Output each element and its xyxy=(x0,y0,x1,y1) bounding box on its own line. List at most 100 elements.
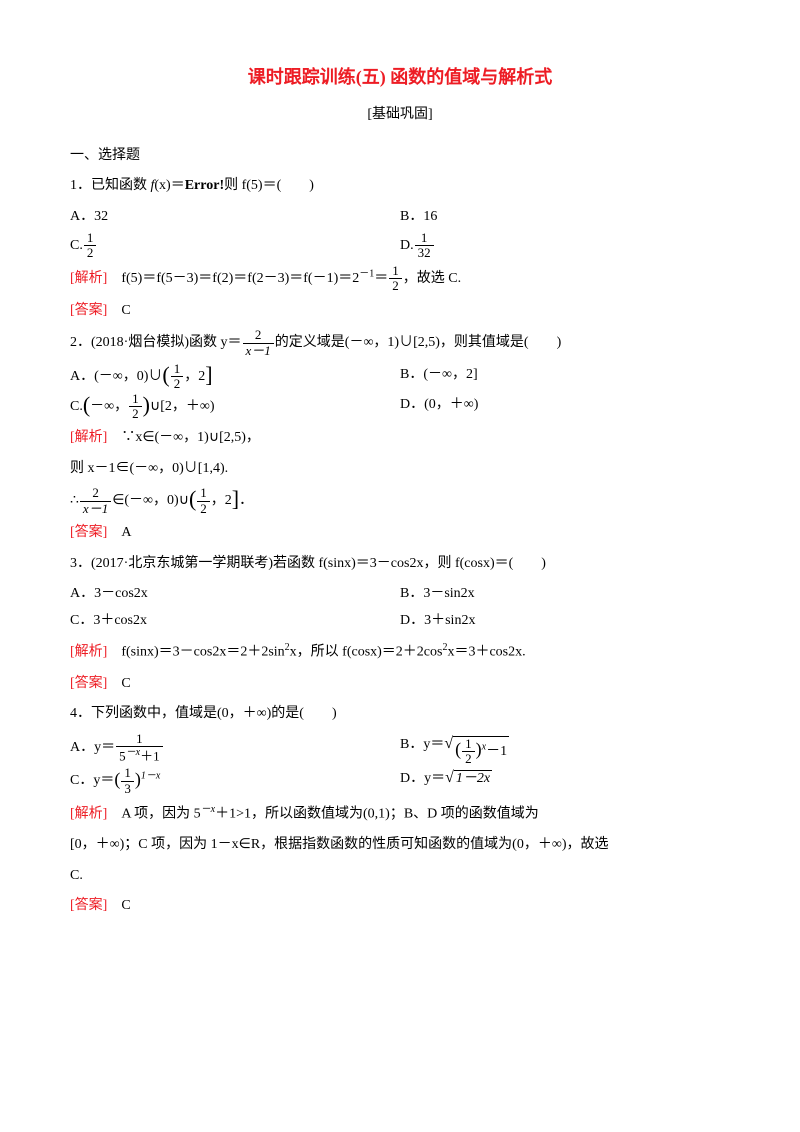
frac: 12 xyxy=(171,362,184,392)
sqrt: √1－2x xyxy=(445,770,492,788)
frac: 12 xyxy=(197,486,210,516)
q2-b: 的定义域是(－∞，1)∪[2,5)，则其值域是( ) xyxy=(275,335,561,350)
analysis-label: [解析] xyxy=(70,807,107,822)
q2-optA: A．(－∞，0)∪(12，2] xyxy=(70,362,400,392)
frac-num: 1 xyxy=(197,486,210,501)
q1-optD-pre: D. xyxy=(400,238,414,253)
q4-ana3: C. xyxy=(70,863,730,890)
q4-optC: C．y＝(13)1－x xyxy=(70,766,400,796)
tail: －1 xyxy=(486,744,507,759)
frac: 13 xyxy=(121,766,134,796)
answer-label: [答案] xyxy=(70,303,107,318)
frac: 2x－1 xyxy=(80,486,111,516)
d-b: ＋1 xyxy=(140,748,160,763)
q1-stem: 1．已知函数 f(x)＝Error!则 f(5)＝( ) xyxy=(70,173,730,200)
q1-answer: [答案] C xyxy=(70,298,730,325)
sqrt: √(12)x－1 xyxy=(444,736,509,767)
q4-stem: 4．下列函数中，值域是(0，＋∞)的是( ) xyxy=(70,701,730,728)
b: ∈(－∞，0)∪ xyxy=(112,493,189,508)
left-paren: ( xyxy=(162,366,169,384)
frac-den: 3 xyxy=(121,782,134,796)
frac-num: 2 xyxy=(243,328,274,343)
q1-optD: D.132 xyxy=(400,231,730,261)
frac-den: 2 xyxy=(197,502,210,516)
q3-stem: 3．(2017·北京东城第一学期联考)若函数 f(sinx)＝3－cos2x，则… xyxy=(70,551,730,578)
answer-label: [答案] xyxy=(70,898,107,913)
q3-answer: [答案] C xyxy=(70,671,730,698)
mid: ，2 xyxy=(211,493,232,508)
q1-optC: C.12 xyxy=(70,231,400,261)
frac-den: 5－x＋1 xyxy=(116,747,162,764)
q1-optD-frac: 132 xyxy=(415,231,434,261)
q1-error: Error! xyxy=(185,178,224,193)
left-paren: ( xyxy=(83,396,90,414)
q2-stem: 2．(2018·烟台模拟)函数 y＝2x－1的定义域是(－∞，1)∪[2,5)，… xyxy=(70,328,730,358)
q4-ana1: [解析] A 项，因为 5－x＋1>1，所以函数值域为(0,1)；B、D 项的函… xyxy=(70,800,730,828)
frac: 12 xyxy=(389,264,402,294)
q1-stem-b: 则 f(5)＝( ) xyxy=(224,178,314,193)
q1-stem-a: 1．已知函数 xyxy=(70,178,151,193)
pre: B．y＝ xyxy=(400,737,444,752)
ans: A xyxy=(107,525,131,540)
frac-den: 32 xyxy=(415,246,434,260)
ans: C xyxy=(107,898,130,913)
q1-optA: A．32 xyxy=(70,204,400,231)
exp: 1－x xyxy=(141,771,160,782)
answer-label: [答案] xyxy=(70,525,107,540)
tail: ． xyxy=(239,493,253,508)
frac-num: 2 xyxy=(80,486,111,501)
mid: ，2 xyxy=(184,369,205,384)
analysis-label: [解析] xyxy=(70,645,107,660)
q2-optC-tail: ∪[2，＋∞) xyxy=(150,399,215,414)
frac-num: 1 xyxy=(171,362,184,377)
a: ∴ xyxy=(70,493,79,508)
left-paren: ( xyxy=(189,490,196,508)
q2-optC: C.(－∞，12)∪[2，＋∞) xyxy=(70,392,400,422)
neg: －∞， xyxy=(90,399,128,414)
frac: 12 xyxy=(129,392,142,422)
sqrt-icon: √ xyxy=(445,770,454,786)
section-heading: 一、选择题 xyxy=(70,143,730,170)
q3-optA: A．3－cos2x xyxy=(70,581,400,608)
q2-optD: D．(0，＋∞) xyxy=(400,392,730,422)
right-paren: ) xyxy=(143,396,150,414)
q2-a: 2．(2018·烟台模拟)函数 y＝ xyxy=(70,335,242,350)
t: ∵x∈(－∞，1)∪[2,5)， xyxy=(107,430,260,445)
frac: 12 xyxy=(462,737,475,767)
c: x＝3＋cos2x. xyxy=(447,645,525,660)
frac-num: 1 xyxy=(129,392,142,407)
frac: 15－x＋1 xyxy=(116,732,162,764)
frac-num: 1 xyxy=(84,231,97,246)
lesson-title: 课时跟踪训练(五) 函数的值域与解析式 xyxy=(70,60,730,94)
exp: －x xyxy=(126,747,140,758)
lesson-subtitle: [基础巩固] xyxy=(70,102,730,129)
q2-optA-a: A．(－∞，0)∪ xyxy=(70,369,162,384)
q3-optB: B．3－sin2x xyxy=(400,581,730,608)
q1-analysis: [解析] f(5)＝f(5－3)＝f(2)＝f(2－3)＝f(－1)＝2－1＝1… xyxy=(70,264,730,294)
q4-optB: B．y＝√(12)x－1 xyxy=(400,732,730,767)
frac-den: 2 xyxy=(84,246,97,260)
q2-answer: [答案] A xyxy=(70,520,730,547)
q2-ana2: 则 x－1∈(－∞，0)∪[1,4). xyxy=(70,456,730,483)
q1-answer-text: C xyxy=(107,303,130,318)
q2-optB: B．(－∞，2] xyxy=(400,362,730,392)
q2-options: A．(－∞，0)∪(12，2] B．(－∞，2] C.(－∞，12)∪[2，＋∞… xyxy=(70,362,730,421)
q1-options: A．32 B．16 C.12 D.132 xyxy=(70,204,730,260)
analysis-label: [解析] xyxy=(70,430,107,445)
q3-analysis: [解析] f(sinx)＝3－cos2x＝2＋2sin2x，所以 f(cosx)… xyxy=(70,638,730,666)
sqrt-icon: √ xyxy=(444,736,453,752)
q3-optD: D．3＋sin2x xyxy=(400,608,730,635)
right-bracket: ] xyxy=(205,366,212,384)
pre: D．y＝ xyxy=(400,771,445,786)
q1-ana-a: f(5)＝f(5－3)＝f(2)＝f(2－3)＝f(－1)＝2 xyxy=(107,271,359,286)
frac-den: 2 xyxy=(171,377,184,391)
sqrt-body: 1－2x xyxy=(454,770,492,788)
q2-ana1: [解析] ∵x∈(－∞，1)∪[2,5)， xyxy=(70,425,730,452)
frac-num: 1 xyxy=(462,737,475,752)
q1-ana-tail: ，故选 C. xyxy=(403,271,461,286)
q1-optC-pre: C. xyxy=(70,238,83,253)
q2-ana3: ∴2x－1∈(－∞，0)∪(12，2]． xyxy=(70,486,730,516)
eq: ＝ xyxy=(374,271,388,286)
lb: ( xyxy=(455,742,461,756)
q4-optD: D．y＝√1－2x xyxy=(400,766,730,796)
